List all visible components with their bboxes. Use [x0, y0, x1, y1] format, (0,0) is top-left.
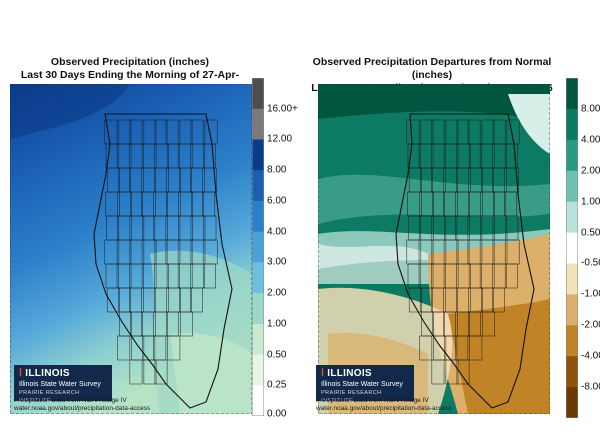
- departure-colorbar: [566, 78, 578, 418]
- precipitation-legend-tick: 16.00+: [267, 103, 298, 115]
- departure-colorbar-segment: [566, 139, 578, 172]
- precipitation-colorbar-segment: [252, 108, 264, 140]
- precipitation-colorbar-segment: [252, 262, 264, 294]
- precipitation-legend-tick: 4.00: [267, 226, 287, 238]
- departure-legend-tick: -1.00: [581, 288, 600, 300]
- precipitation-colorbar-segment: [252, 293, 264, 325]
- precipitation-colorbar: [252, 78, 264, 416]
- precipitation-map: [10, 84, 252, 414]
- precipitation-legend-tick: 0.00: [267, 408, 287, 420]
- precipitation-colorbar-segment: [252, 200, 264, 233]
- isws-logo-right: Ⅰ ILLINOIS Illinois State Water Survey PR…: [316, 365, 414, 404]
- precipitation-legend-tick: 1.00: [267, 318, 287, 330]
- departure-colorbar-segment: [566, 387, 578, 418]
- precipitation-legend-tick: 12.00: [267, 133, 293, 145]
- county-boundaries: [406, 119, 520, 385]
- departure-legend-tick: -0.50: [581, 257, 600, 269]
- departure-legend-tick: -8.00: [581, 381, 600, 393]
- departure-colorbar-segment: [566, 232, 578, 264]
- departure-legend-tick: 0.50: [581, 227, 600, 239]
- illinois-state-outline: [395, 113, 535, 409]
- illinois-state-outline: [93, 113, 233, 409]
- precipitation-credit: Precipitation Data from NOAA Stage IV wa…: [14, 397, 151, 412]
- departure-colorbar-segment: [566, 294, 578, 326]
- departure-colorbar-segment: [566, 201, 578, 234]
- isws-logo-left: Ⅰ ILLINOIS Illinois State Water Survey PR…: [14, 365, 112, 404]
- precipitation-colorbar-segment: [252, 139, 264, 171]
- departure-colorbar-segment: [566, 78, 578, 110]
- precipitation-colorbar-segment: [252, 385, 264, 416]
- departure-credit: Precipitation Data from NOAA Stage IV wa…: [316, 397, 453, 412]
- precipitation-legend-tick: 6.00: [267, 195, 287, 207]
- departure-legend-tick: 2.00: [581, 165, 600, 177]
- precipitation-colorbar-segment: [252, 323, 264, 356]
- precipitation-colorbar-segment: [252, 170, 264, 202]
- precipitation-colorbar-segment: [252, 231, 264, 263]
- departure-title-line1: Observed Precipitation Departures from N…: [312, 56, 552, 81]
- departure-colorbar-segment: [566, 325, 578, 357]
- precipitation-colorbar-segment: [252, 354, 264, 386]
- departure-colorbar-segment: [566, 263, 578, 295]
- precipitation-legend-tick: 0.50: [267, 349, 287, 361]
- departure-legend-tick: 8.00: [581, 103, 600, 115]
- departure-colorbar-segment: [566, 170, 578, 203]
- departure-legend-tick: 1.00: [581, 196, 600, 208]
- departure-colorbar-segment: [566, 108, 578, 141]
- illinois-i-mark-icon: Ⅰ: [19, 368, 23, 379]
- departure-legend-tick: -2.00: [581, 319, 600, 331]
- departure-legend-tick: -4.00: [581, 350, 600, 362]
- precipitation-colorbar-segment: [252, 78, 264, 110]
- precipitation-legend-tick: 0.25: [267, 379, 287, 391]
- precipitation-legend-tick: 3.00: [267, 256, 287, 268]
- precipitation-legend-tick: 2.00: [267, 287, 287, 299]
- departure-legend-tick: 4.00: [581, 134, 600, 146]
- illinois-i-mark-icon: Ⅰ: [321, 368, 325, 379]
- precipitation-legend-tick: 8.00: [267, 164, 287, 176]
- precipitation-title-line1: Observed Precipitation (inches): [50, 56, 210, 68]
- departure-colorbar-segment: [566, 356, 578, 388]
